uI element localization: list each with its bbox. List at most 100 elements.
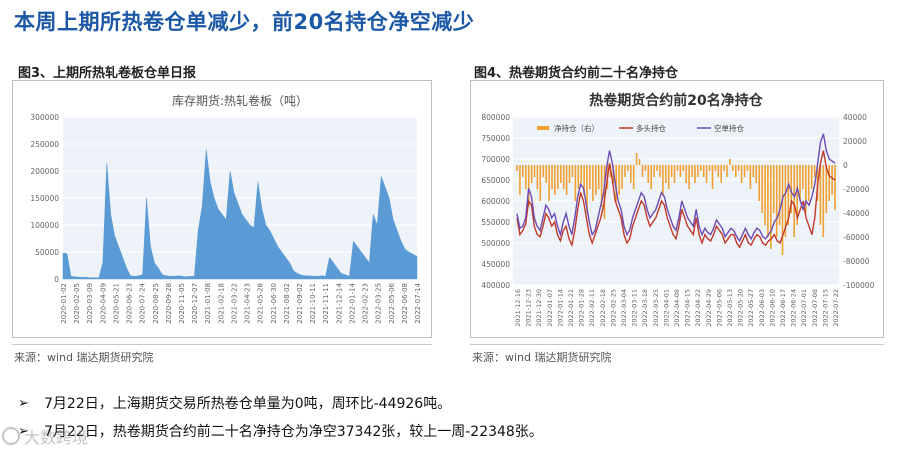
figure3-divider bbox=[12, 344, 432, 345]
x-tick-label: 2022-02-18 bbox=[599, 289, 607, 327]
x-tick-label: 2022-04-08 bbox=[673, 289, 681, 327]
inventory-area-series bbox=[62, 149, 418, 280]
watermark: 大数跨境 bbox=[2, 424, 88, 448]
x-tick-label: 2021-10-11 bbox=[309, 283, 317, 324]
net-position-bar bbox=[685, 165, 687, 183]
x-tick-label: 2021-06-30 bbox=[270, 283, 278, 324]
net-position-bar bbox=[787, 165, 790, 225]
x-tick-label: 2021-01-08 bbox=[204, 283, 212, 324]
net-position-bar bbox=[810, 165, 813, 189]
y-tick-label: 300000 bbox=[30, 113, 59, 122]
net-position-bar bbox=[670, 165, 673, 177]
bullet-item: ➢ 7月22日，热卷期货合约前二十名净持仓为净空37342张，较上一周-2234… bbox=[18, 417, 543, 445]
right-y-tick-label: 0 bbox=[843, 161, 848, 170]
net-position-bar bbox=[539, 165, 542, 201]
net-position-bar bbox=[781, 165, 784, 255]
net-position-bar bbox=[735, 165, 737, 177]
x-tick-label: 2022-01-28 bbox=[578, 289, 586, 327]
net-position-bar bbox=[583, 165, 585, 195]
figure4-divider bbox=[470, 344, 884, 345]
net-position-bar bbox=[764, 165, 766, 225]
net-position-bar bbox=[758, 165, 760, 201]
x-tick-label: 2022-04-15 bbox=[684, 289, 692, 327]
x-tick-label: 2022-03-11 bbox=[631, 289, 639, 327]
legend-label: 净持仓（右） bbox=[554, 123, 599, 133]
net-position-bar bbox=[697, 165, 699, 177]
net-position-bar bbox=[729, 159, 731, 165]
right-y-tick-label: -100000 bbox=[843, 281, 875, 290]
net-position-bar bbox=[694, 165, 696, 183]
net-position-bar bbox=[527, 165, 530, 207]
net-position-bar bbox=[688, 165, 690, 189]
x-tick-label: 2022-04-01 bbox=[662, 289, 670, 327]
net-position-bar bbox=[682, 165, 685, 171]
net-position-bar bbox=[574, 165, 577, 201]
net-position-bar bbox=[560, 165, 562, 183]
legend-label: 多头持仓 bbox=[636, 123, 666, 133]
net-position-bar bbox=[551, 165, 553, 189]
x-tick-label: 2022-03-25 bbox=[375, 283, 383, 324]
y-tick-label: 0 bbox=[54, 275, 59, 284]
net-position-bar bbox=[545, 165, 547, 183]
x-tick-label: 2020-05-21 bbox=[112, 283, 120, 324]
net-position-bar bbox=[772, 165, 775, 213]
watermark-logo-icon bbox=[2, 427, 20, 445]
page-title: 本周上期所热卷仓单减少，前20名持仓净空减少 bbox=[14, 10, 475, 34]
figure4-source: 来源：wind 瑞达期货研究院 bbox=[472, 351, 612, 364]
net-position-bar bbox=[533, 165, 536, 177]
x-tick-label: 2020-06-23 bbox=[126, 283, 134, 324]
net-position-bar bbox=[737, 165, 740, 171]
net-position-bar bbox=[635, 153, 638, 165]
net-position-bar bbox=[822, 165, 825, 237]
x-tick-label: 2022-07-22 bbox=[832, 289, 840, 327]
net-position-bar bbox=[705, 165, 708, 183]
net-position-bar bbox=[799, 165, 801, 201]
net-position-bar bbox=[627, 165, 629, 171]
x-tick-label: 2022-06-10 bbox=[768, 289, 776, 327]
net-position-bar bbox=[618, 165, 620, 195]
net-position-bar bbox=[562, 165, 565, 189]
arrow-bullet-icon: ➢ bbox=[18, 423, 29, 439]
net-position-bar bbox=[778, 165, 781, 225]
net-position-bar bbox=[834, 165, 836, 210]
net-position-bar bbox=[665, 165, 667, 183]
x-tick-label: 2020-12-07 bbox=[191, 283, 199, 324]
x-tick-label: 2022-07-08 bbox=[811, 289, 819, 327]
net-position-bar bbox=[638, 159, 641, 165]
x-tick-label: 2022-02-25 bbox=[609, 289, 617, 327]
x-tick-label: 2022-03-04 bbox=[620, 289, 628, 327]
x-tick-label: 2022-05-06 bbox=[388, 282, 396, 323]
net-position-bar bbox=[819, 165, 822, 225]
net-position-bar bbox=[813, 165, 816, 177]
net-position-bar bbox=[702, 165, 705, 177]
net-position-bar bbox=[522, 165, 524, 177]
x-tick-label: 2022-04-22 bbox=[694, 289, 702, 327]
bullet-text: 7月22日，热卷期货合约前二十名净持仓为净空37342张，较上一周-22348张… bbox=[44, 424, 543, 440]
net-position-bar bbox=[577, 165, 580, 189]
long-position-line bbox=[516, 150, 836, 249]
net-position-bar bbox=[548, 165, 550, 201]
net-position-bar bbox=[796, 165, 798, 225]
figure3-panel: 库存期货:热轧卷板（吨） 0 50000 100000 150000 200000 2500… bbox=[12, 80, 432, 338]
net-position-bar bbox=[805, 165, 807, 213]
x-tick-label: 2021-02-18 bbox=[217, 283, 225, 324]
x-tick-label: 2021-09-02 bbox=[296, 283, 304, 324]
net-position-bar bbox=[662, 165, 664, 195]
x-tick-label: 2022-03-18 bbox=[641, 289, 649, 327]
left-y-tick-label: 450000 bbox=[481, 260, 510, 269]
x-tick-label: 2021-05-28 bbox=[257, 283, 265, 324]
net-position-bar bbox=[519, 165, 521, 195]
x-tick-label: 2022-07-15 bbox=[821, 289, 829, 327]
warehouse-receipt-chart: 库存期货:热轧卷板（吨） 0 50000 100000 150000 200000 2500… bbox=[30, 93, 422, 324]
x-tick-label: 2022-06-08 bbox=[401, 283, 409, 324]
left-y-tick-label: 800000 bbox=[481, 113, 510, 122]
watermark-text: 大数跨境 bbox=[24, 428, 89, 447]
legend-label: 空单持仓 bbox=[714, 123, 744, 133]
net-position-chart: 热卷期货合约前20名净持仓400000450000500000550000600… bbox=[481, 92, 875, 327]
figure4-caption: 图4、热卷期货合约前二十名净持仓 bbox=[474, 66, 679, 81]
net-position-bar bbox=[828, 165, 830, 201]
net-position-bar bbox=[784, 165, 787, 237]
x-tick-label: 2022-04-29 bbox=[705, 289, 713, 327]
net-position-bar bbox=[740, 165, 743, 183]
right-y-tick-label: 40000 bbox=[843, 113, 867, 122]
